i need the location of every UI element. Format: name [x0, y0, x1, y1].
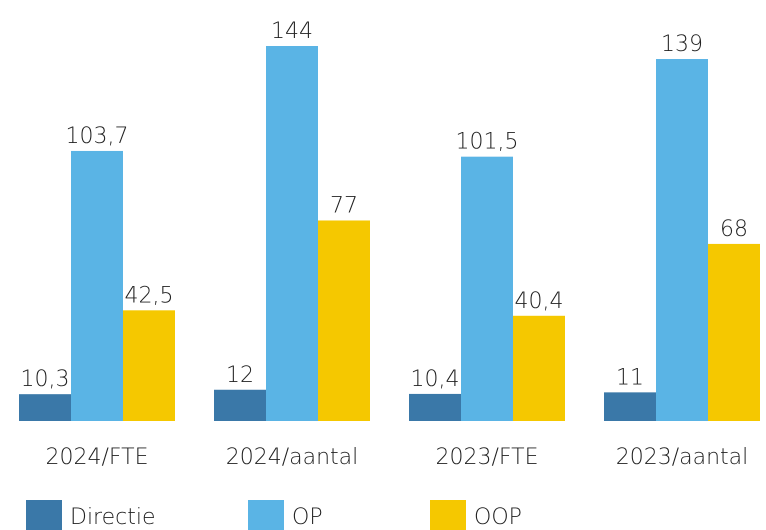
bar [409, 393, 461, 421]
x-tick-label: 2024/FTE [45, 445, 148, 470]
x-tick-label: 2024/aantal [226, 445, 359, 470]
bar [266, 46, 318, 421]
bar [71, 150, 123, 421]
bar [123, 310, 175, 421]
value-label: 77 [330, 193, 358, 218]
legend-swatch [430, 500, 466, 530]
value-label: 40,4 [515, 289, 564, 314]
legend-swatch [248, 500, 284, 530]
bar [604, 392, 656, 421]
value-label: 139 [661, 32, 703, 57]
bar [19, 394, 71, 421]
x-tick-label: 2023/FTE [435, 445, 538, 470]
bar [461, 156, 513, 422]
x-tick-label: 2023/aantal [616, 445, 749, 470]
bar [708, 243, 760, 421]
value-label: 68 [720, 217, 748, 242]
bar [318, 220, 370, 421]
bar [214, 389, 266, 421]
legend-label: OP [292, 505, 323, 530]
value-label: 103,7 [66, 124, 129, 149]
value-label: 12 [226, 363, 254, 388]
bar [656, 59, 708, 421]
value-label: 144 [271, 19, 313, 44]
legend-swatch [26, 500, 62, 530]
legend-label: Directie [70, 505, 156, 530]
value-label: 10,3 [21, 367, 70, 392]
legend-label: OOP [474, 505, 522, 530]
value-label: 42,5 [125, 283, 174, 308]
value-label: 101,5 [456, 130, 519, 155]
value-label: 11 [616, 365, 644, 390]
bar [513, 315, 565, 421]
value-label: 10,4 [411, 367, 460, 392]
